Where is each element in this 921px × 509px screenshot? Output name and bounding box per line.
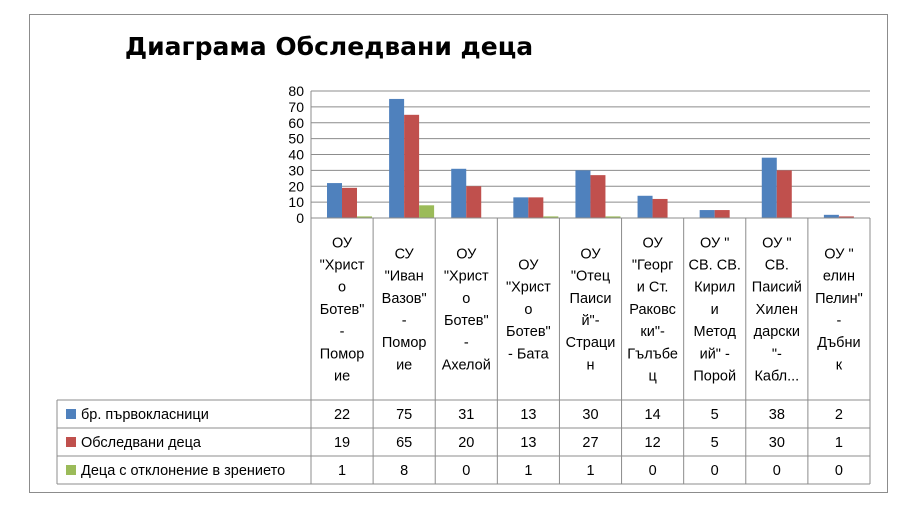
bar — [528, 197, 544, 218]
table-value: 0 — [835, 463, 843, 479]
series-name: Обследвани деца — [81, 435, 202, 451]
bar — [776, 170, 792, 218]
table-value: 0 — [462, 463, 470, 479]
table-value: 12 — [645, 435, 661, 451]
table-value: 1 — [338, 463, 346, 479]
category-label: ОУ "Георг и Ст. Раковс ки"-Гълъбе ц — [627, 235, 678, 384]
table-value: 38 — [769, 407, 785, 423]
legend-key — [66, 409, 76, 419]
series-name: Деца с отклонение в зрението — [81, 463, 285, 479]
chart-frame — [29, 14, 888, 493]
category-label: ОУ "Христ о Ботев" - Бата — [506, 258, 551, 363]
legend-key — [66, 437, 76, 447]
bar — [357, 216, 372, 218]
category-label: ОУ " елин Пелин" -Дъбни к — [815, 246, 863, 373]
table-value: 0 — [773, 463, 781, 479]
bar — [543, 216, 559, 218]
category-label: ОУ "Христ о Ботев" -Помор ие — [320, 235, 365, 384]
table-value: 2 — [835, 407, 843, 423]
chart-title: Диаграма Обследвани деца — [124, 32, 534, 61]
y-tick-label: 0 — [296, 210, 304, 226]
table-value: 75 — [396, 407, 412, 423]
bar — [327, 183, 342, 218]
y-tick-label: 10 — [288, 194, 304, 210]
bar — [652, 198, 668, 218]
table-value: 5 — [711, 407, 719, 423]
bar — [590, 175, 606, 218]
bar — [714, 210, 730, 218]
y-tick-label: 30 — [288, 162, 304, 178]
y-tick-label: 80 — [288, 83, 304, 99]
bar — [699, 210, 715, 218]
category-label: ОУ " СВ. СВ. Кирил и Метод ий" -Порой — [689, 235, 741, 384]
table-value: 13 — [520, 407, 536, 423]
table-value: 22 — [334, 407, 350, 423]
y-tick-label: 40 — [288, 147, 304, 163]
table-value: 20 — [458, 435, 474, 451]
table-value: 1 — [835, 435, 843, 451]
bar — [513, 197, 529, 218]
bar — [419, 205, 435, 218]
bar — [838, 216, 854, 218]
bar — [823, 214, 839, 218]
table-value: 13 — [520, 435, 536, 451]
legend-key — [66, 465, 76, 475]
y-tick-label: 70 — [288, 99, 304, 115]
bar — [575, 170, 591, 218]
table-value: 0 — [711, 463, 719, 479]
bar — [637, 195, 653, 218]
bar — [466, 186, 482, 218]
y-tick-label: 50 — [288, 131, 304, 147]
table-value: 1 — [586, 463, 594, 479]
bar — [404, 114, 420, 218]
bar — [761, 157, 777, 218]
bar — [342, 187, 357, 218]
table-value: 31 — [458, 407, 474, 423]
y-tick-label: 60 — [288, 115, 304, 131]
table-value: 65 — [396, 435, 412, 451]
table-value: 14 — [645, 407, 661, 423]
table-value: 30 — [582, 407, 598, 423]
table-value: 19 — [334, 435, 350, 451]
bar — [605, 216, 621, 218]
table-value: 8 — [400, 463, 408, 479]
category-label: ОУ "Отец Паиси й"-Страци н — [566, 246, 616, 373]
table-value: 0 — [649, 463, 657, 479]
bar — [451, 168, 467, 218]
bar — [389, 98, 405, 218]
table-value: 27 — [582, 435, 598, 451]
y-tick-label: 20 — [288, 178, 304, 194]
table-value: 5 — [711, 435, 719, 451]
table-value: 1 — [524, 463, 532, 479]
category-label: ОУ "Христ о Ботев" -Ахелой — [442, 246, 491, 373]
table-value: 30 — [769, 435, 785, 451]
category-label: СУ "Иван Вазов" -Помор ие — [382, 246, 427, 373]
series-name: бр. първокласници — [81, 407, 209, 423]
category-label: ОУ " СВ. Паисий Хилен дарски "-Кабл... — [752, 235, 802, 384]
